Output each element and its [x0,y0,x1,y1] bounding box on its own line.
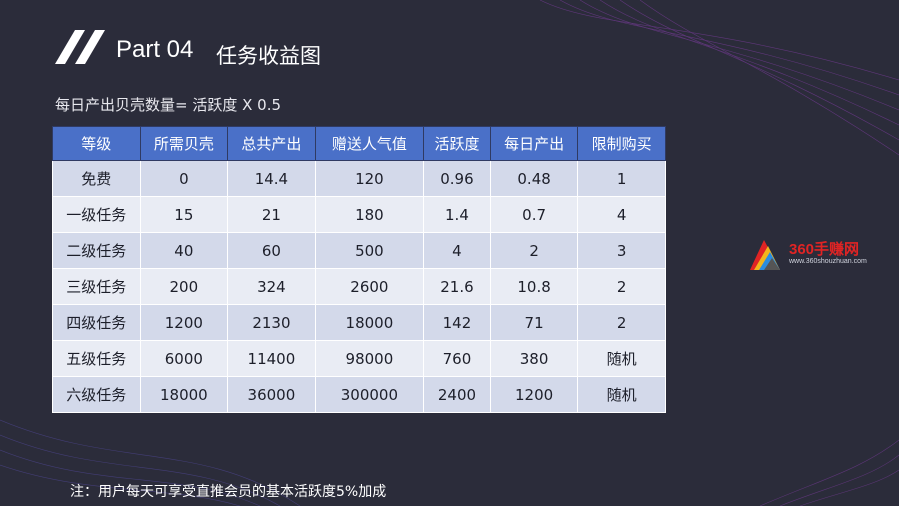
table-cell: 18000 [314,304,425,341]
table-cell: 0.96 [423,160,491,197]
part-title: Part 04 [116,36,194,63]
table-cell: 随机 [577,340,666,377]
table-cell: 2 [577,268,666,305]
table-cell: 10.8 [489,268,579,305]
header-cell-total-output: 总共产出 [227,126,316,161]
table-cell: 3 [577,232,666,269]
table-cell: 4 [423,232,491,269]
table-cell: 36000 [227,376,316,413]
table-row: 四级任务 1200 2130 18000 142 71 2 [52,304,666,341]
header-cell-purchase-limit: 限制购买 [577,126,666,161]
page-title: 任务收益图 [216,44,321,68]
table-cell: 二级任务 [52,232,141,269]
table-cell: 2400 [423,376,491,413]
table-cell: 0 [139,160,229,197]
table-cell: 120 [314,160,425,197]
table-cell: 四级任务 [52,304,141,341]
header-cell-level: 等级 [52,126,141,161]
table-cell: 18000 [139,376,229,413]
header-cell-activity: 活跃度 [423,126,491,161]
table-row: 三级任务 200 324 2600 21.6 10.8 2 [52,268,666,305]
table-cell: 0.48 [489,160,579,197]
table-cell: 15 [139,196,229,233]
table-row: 六级任务 18000 36000 300000 2400 1200 随机 [52,376,666,413]
table-row: 一级任务 15 21 180 1.4 0.7 4 [52,196,666,233]
table-cell: 60 [227,232,316,269]
table-cell: 21 [227,196,316,233]
table-cell: 14.4 [227,160,316,197]
table-cell: 71 [489,304,579,341]
table-cell: 0.7 [489,196,579,233]
table-cell: 21.6 [423,268,491,305]
header-cell-daily-output: 每日产出 [489,126,579,161]
footnote: 注：用户每天可享受直推会员的基本活跃度5%加成 [70,484,387,500]
table-cell: 380 [489,340,579,377]
table-cell: 200 [139,268,229,305]
table-header-row: 等级 所需贝壳 总共产出 赠送人气值 活跃度 每日产出 限制购买 [52,126,666,161]
header-cell-required-shells: 所需贝壳 [139,126,229,161]
table-cell: 40 [139,232,229,269]
double-slash-logo-icon [55,30,105,64]
table-cell: 免费 [52,160,141,197]
table-cell: 324 [227,268,316,305]
table-cell: 随机 [577,376,666,413]
table-cell: 2130 [227,304,316,341]
table-cell: 2 [489,232,579,269]
table-cell: 500 [314,232,425,269]
formula-text: 每日产出贝壳数量= 活跃度 X 0.5 [55,96,282,114]
table-row: 五级任务 6000 11400 98000 760 380 随机 [52,340,666,377]
table-row: 免费 0 14.4 120 0.96 0.48 1 [52,160,666,197]
table-cell: 98000 [314,340,425,377]
table-cell: 4 [577,196,666,233]
table-cell: 六级任务 [52,376,141,413]
table-cell: 1.4 [423,196,491,233]
table-cell: 三级任务 [52,268,141,305]
task-income-table: 等级 所需贝壳 总共产出 赠送人气值 活跃度 每日产出 限制购买 免费 0 14… [52,126,666,413]
table-cell: 1 [577,160,666,197]
table-cell: 6000 [139,340,229,377]
watermark-logo-icon [750,240,780,270]
table-cell: 五级任务 [52,340,141,377]
table-cell: 180 [314,196,425,233]
watermark-url: www.360shouzhuan.com [789,258,867,265]
table-cell: 一级任务 [52,196,141,233]
table-cell: 142 [423,304,491,341]
table-cell: 300000 [314,376,425,413]
table-cell: 11400 [227,340,316,377]
table-cell: 2600 [314,268,425,305]
header-cell-bonus-popularity: 赠送人气值 [314,126,425,161]
table-row: 二级任务 40 60 500 4 2 3 [52,232,666,269]
table-cell: 760 [423,340,491,377]
table-cell: 1200 [139,304,229,341]
table-cell: 2 [577,304,666,341]
table-cell: 1200 [489,376,579,413]
watermark-name: 360手赚网 [789,241,860,258]
